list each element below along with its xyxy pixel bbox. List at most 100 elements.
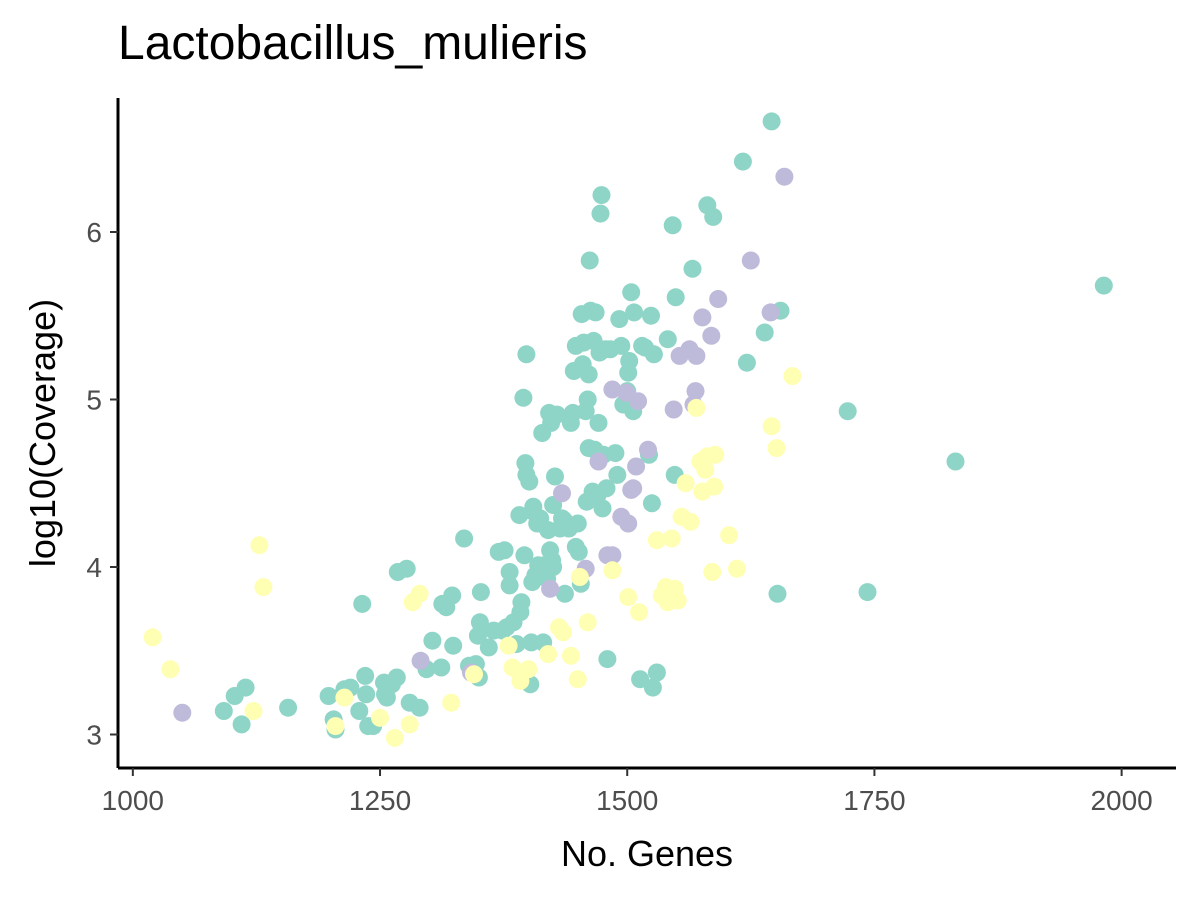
data-point [495, 541, 514, 560]
data-point [512, 593, 531, 612]
data-point [232, 715, 251, 734]
data-point [578, 390, 597, 409]
data-point [647, 531, 666, 550]
data-point [597, 479, 616, 498]
data-point [666, 288, 685, 307]
data-point [546, 467, 564, 486]
data-point [579, 365, 598, 384]
data-point [570, 568, 589, 586]
data-point [161, 660, 180, 679]
data-point [683, 259, 702, 278]
data-point [662, 529, 681, 548]
data-point [350, 702, 369, 720]
data-point [236, 678, 255, 697]
data-point [400, 715, 419, 734]
data-point [214, 702, 233, 720]
data-point [279, 698, 298, 717]
data-point [642, 306, 660, 325]
data-point [603, 546, 622, 565]
data-point [733, 152, 752, 171]
data-point [598, 650, 617, 669]
data-point [479, 638, 498, 657]
data-point [520, 472, 539, 491]
data-point [442, 693, 461, 712]
data-point [705, 477, 724, 496]
data-point [578, 613, 597, 632]
data-point [580, 251, 599, 270]
data-point [544, 558, 563, 576]
data-point [686, 382, 705, 401]
data-point [703, 563, 722, 581]
data-point [762, 417, 781, 436]
data-point [250, 536, 269, 555]
data-point [629, 392, 648, 411]
data-point [603, 380, 622, 399]
data-point [622, 283, 641, 302]
data-point [500, 576, 519, 595]
data-point [356, 666, 375, 685]
data-point [630, 603, 649, 622]
data-point [603, 561, 622, 580]
data-point [471, 583, 490, 602]
x-tick-label: 1250 [349, 785, 411, 816]
data-point [593, 499, 612, 518]
data-point [591, 204, 610, 223]
data-point [410, 698, 429, 717]
data-point [647, 663, 666, 682]
data-point [357, 685, 376, 704]
data-point [728, 559, 746, 578]
data-point [704, 207, 723, 226]
data-point [687, 346, 706, 365]
data-point [468, 626, 487, 645]
data-point [553, 484, 571, 503]
data-point [681, 512, 700, 531]
data-point [541, 579, 560, 598]
data-point [610, 310, 629, 329]
data-point [608, 465, 627, 484]
data-point [335, 688, 354, 707]
data-point [443, 586, 462, 605]
data-point [517, 345, 536, 364]
data-point [499, 636, 518, 655]
data-point [554, 623, 572, 642]
data-point [696, 460, 715, 479]
data-point [515, 546, 534, 565]
data-point [592, 186, 611, 205]
data-point [624, 479, 643, 498]
data-point [687, 398, 706, 417]
data-point [470, 613, 489, 632]
data-point [720, 526, 739, 545]
data-point [620, 352, 639, 370]
data-point [658, 330, 677, 349]
y-axis-title: log10(Coverage) [22, 299, 63, 567]
data-point [1094, 276, 1113, 295]
data-point [432, 658, 451, 677]
data-point [503, 658, 522, 677]
data-point [767, 439, 786, 458]
data-point [627, 457, 646, 476]
data-point [353, 594, 372, 613]
data-point [326, 717, 345, 736]
data-point [741, 251, 760, 270]
data-point [143, 628, 162, 647]
points-layer [143, 112, 1113, 747]
data-point [387, 668, 406, 687]
x-tick-label: 1000 [102, 785, 164, 816]
data-point [586, 303, 605, 322]
data-point [619, 588, 638, 607]
data-point [500, 563, 519, 581]
data-point [858, 583, 877, 602]
data-point [619, 514, 638, 533]
data-point [411, 651, 430, 670]
data-point [946, 452, 965, 471]
data-point [606, 444, 625, 463]
x-axis-ticks: 1000 1250 1500 1750 2000 [102, 768, 1153, 816]
x-tick-label: 1500 [596, 785, 658, 816]
data-point [693, 308, 712, 327]
data-point [589, 413, 608, 432]
data-point [514, 388, 533, 407]
y-tick-label: 6 [86, 217, 102, 248]
data-point [555, 584, 574, 603]
data-point [561, 646, 580, 665]
data-point [455, 529, 474, 548]
